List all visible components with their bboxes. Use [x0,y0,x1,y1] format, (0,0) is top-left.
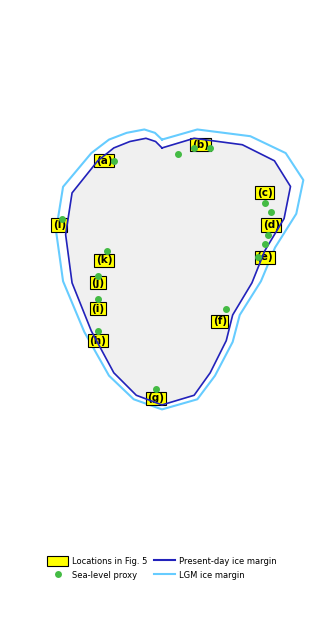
Text: (b): (b) [192,139,209,149]
Text: (l): (l) [52,220,66,230]
Text: (k): (k) [96,256,112,266]
Text: (j): (j) [91,278,104,288]
Text: (h): (h) [89,335,106,345]
Polygon shape [66,138,291,405]
Text: (f): (f) [213,317,227,327]
Text: (d): (d) [263,220,280,230]
Text: (c): (c) [257,188,273,198]
Legend: Locations in Fig. 5, Sea-level proxy, Present-day ice margin, LGM ice margin: Locations in Fig. 5, Sea-level proxy, Pr… [44,553,280,583]
Text: (e): (e) [257,252,273,262]
Text: (g): (g) [147,394,164,403]
Text: (a): (a) [96,156,112,166]
Text: (i): (i) [91,303,104,313]
